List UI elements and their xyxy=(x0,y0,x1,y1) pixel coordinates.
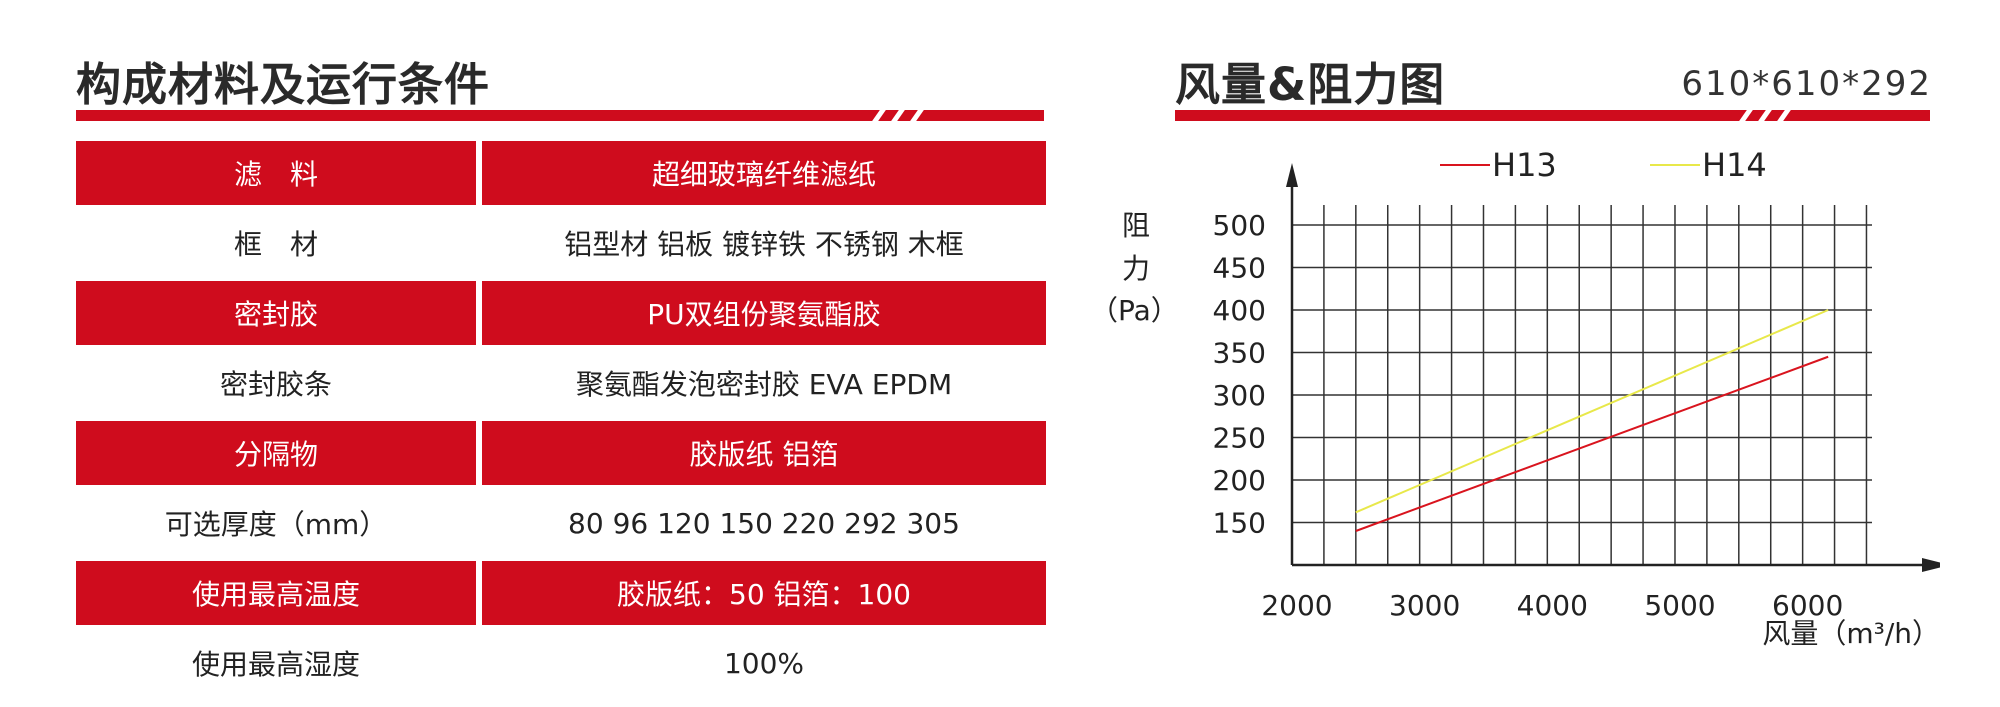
y-axis-arrow xyxy=(1286,163,1298,187)
y-tick-label: 250 xyxy=(1213,422,1266,455)
airflow-resistance-chart: 150 200 250 300 350 400 450 500 2000 3000 4000 5000… xyxy=(1090,140,1950,664)
spec-row: 可选厚度（mm） 80 96 120 150 220 292 305 xyxy=(76,488,1046,558)
left-title: 构成材料及运行条件 xyxy=(76,58,491,111)
spec-label: 使用最高温度 xyxy=(76,561,476,625)
spec-label: 框 材 xyxy=(233,228,318,261)
spec-label: 分隔物 xyxy=(76,421,476,485)
spec-value: 聚氨酯发泡密封胶 EVA EPDM xyxy=(575,368,953,401)
y-tick-label: 450 xyxy=(1213,252,1266,285)
y-axis-label: 力 xyxy=(1122,252,1150,285)
spec-row: 使用最高湿度 100% xyxy=(76,628,1046,698)
x-tick-label: 4000 xyxy=(1517,589,1588,622)
x-tick-label: 3000 xyxy=(1389,589,1460,622)
x-tick-label: 2000 xyxy=(1261,589,1332,622)
right-title-rule xyxy=(1175,110,1930,121)
spec-label: 可选厚度（mm） xyxy=(164,508,388,541)
y-tick-label: 500 xyxy=(1213,209,1266,242)
x-tick-label: 6000 xyxy=(1772,589,1843,622)
spec-value: 铝型材 铝板 镀锌铁 不锈钢 木框 xyxy=(564,228,964,261)
y-tick-label: 350 xyxy=(1213,337,1266,370)
spec-value: 胶版纸：50 铝箔：100 xyxy=(482,561,1046,625)
spec-value: 胶版纸 铝箔 xyxy=(482,421,1046,485)
spec-label: 密封胶 xyxy=(76,281,476,345)
chart-title: 风量&阻力图 xyxy=(1175,58,1446,111)
spec-row: 使用最高温度 胶版纸：50 铝箔：100 xyxy=(76,558,1046,628)
spec-value: 80 96 120 150 220 292 305 xyxy=(568,506,960,540)
spec-row: 框 材 铝型材 铝板 镀锌铁 不锈钢 木框 xyxy=(76,208,1046,278)
series-line-h14 xyxy=(1355,309,1829,514)
y-tick-label: 200 xyxy=(1213,464,1266,497)
spec-label: 滤 料 xyxy=(76,141,476,205)
x-tick-label: 5000 xyxy=(1644,589,1715,622)
y-tick-label: 150 xyxy=(1213,507,1266,540)
y-tick-label: 300 xyxy=(1213,379,1266,412)
spec-row: 分隔物 胶版纸 铝箔 xyxy=(76,418,1046,488)
y-axis-label: 阻 xyxy=(1122,209,1150,242)
x-axis-arrow xyxy=(1922,558,1950,572)
spec-row: 滤 料超细玻璃纤维滤纸 xyxy=(76,138,1046,208)
spec-row: 密封胶条 聚氨酯发泡密封胶 EVA EPDM xyxy=(76,348,1046,418)
legend-label: H14 xyxy=(1702,146,1767,184)
left-title-rule xyxy=(76,110,1044,121)
spec-value: 超细玻璃纤维滤纸 xyxy=(482,141,1046,205)
spec-table: 滤 料超细玻璃纤维滤纸框 材 铝型材 铝板 镀锌铁 不锈钢 木框密封胶 PU双组份聚… xyxy=(76,138,1046,698)
legend-label: H13 xyxy=(1492,146,1557,184)
spec-label: 密封胶条 xyxy=(219,368,332,401)
chart-svg: 150 200 250 300 350 400 450 500 2000 3000 4000 5000… xyxy=(1090,146,1950,650)
rule-stripes xyxy=(1739,110,1791,121)
y-tick-label: 400 xyxy=(1213,294,1266,327)
spec-row: 密封胶 PU双组份聚氨酯胶 xyxy=(76,278,1046,348)
spec-label: 使用最高湿度 xyxy=(191,648,360,681)
spec-value: 100% xyxy=(723,646,805,680)
x-axis-label: 风量（m³/h） xyxy=(1762,617,1940,650)
spec-value: PU双组份聚氨酯胶 xyxy=(482,281,1046,345)
rule-stripes xyxy=(872,110,924,121)
series-line-h13 xyxy=(1355,355,1829,532)
y-axis-label: （Pa） xyxy=(1100,294,1179,327)
chart-size-label: 610*610*292 xyxy=(1681,64,1932,104)
